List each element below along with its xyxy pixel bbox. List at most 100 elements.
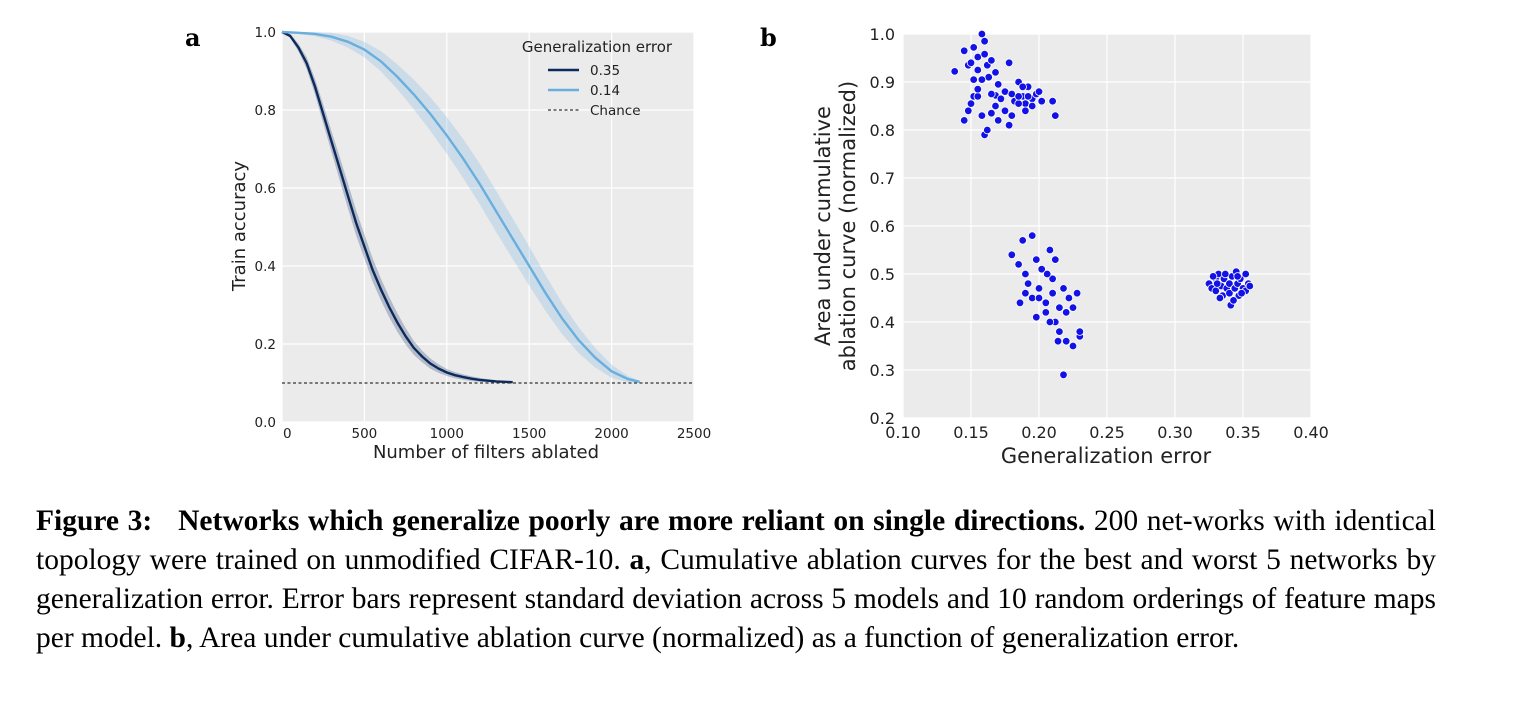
panel-a-x-tick: 1000: [430, 426, 464, 442]
scatter-point: [1005, 121, 1013, 129]
scatter-point: [988, 57, 996, 65]
scatter-point: [1022, 289, 1030, 297]
scatter-point: [1065, 294, 1073, 302]
scatter-point: [1035, 285, 1043, 293]
panel-b-y-axis-label-line1: Area under cumulative: [811, 106, 835, 346]
caption-text-3: , Area under cumulative ablation curve (…: [186, 622, 1239, 654]
scatter-point: [1016, 299, 1024, 307]
panel-b-x-tick: 0.25: [1089, 423, 1125, 442]
panel-b-scatter-chart: b 0.10 0.15 0.20 0.25 0.30 0.35 0.40 0.2 0.3 0.4…: [760, 23, 1329, 468]
scatter-point: [960, 117, 968, 125]
scatter-point: [994, 81, 1002, 89]
panel-b-y-tick: 0.9: [870, 73, 895, 92]
legend-label-0.14: 0.14: [590, 83, 620, 99]
legend-label-0.35: 0.35: [590, 63, 620, 79]
scatter-point: [970, 44, 978, 52]
scatter-point: [1062, 337, 1070, 345]
scatter-point: [1222, 270, 1230, 278]
scatter-point: [992, 69, 1000, 77]
scatter-point: [1060, 371, 1068, 379]
scatter-point: [1022, 107, 1030, 115]
scatter-point: [965, 107, 973, 115]
scatter-point: [960, 47, 968, 55]
scatter-point: [1230, 297, 1238, 305]
scatter-point: [1033, 313, 1041, 321]
panel-b-x-tick: 0.20: [1021, 423, 1057, 442]
scatter-point: [1069, 304, 1077, 312]
panel-b-y-tick-labels: 0.2 0.3 0.4 0.5 0.6 0.7 0.8 0.9 1.0: [870, 25, 895, 428]
scatter-point: [1213, 280, 1221, 288]
panel-b-letter: b: [760, 23, 777, 52]
scatter-point: [1069, 342, 1077, 350]
panel-a-y-tick: 0.0: [255, 415, 276, 431]
scatter-point: [1049, 289, 1057, 297]
scatter-point: [1028, 102, 1036, 110]
scatter-point: [1209, 273, 1217, 281]
caption-b-ref: b: [170, 622, 186, 654]
panel-b-y-tick: 0.2: [870, 409, 895, 428]
scatter-point: [974, 93, 982, 101]
panel-b-x-tick: 0.35: [1225, 423, 1261, 442]
panel-b-y-tick: 0.5: [870, 265, 895, 284]
scatter-point: [967, 59, 975, 67]
legend-label-chance: Chance: [590, 103, 641, 119]
panel-a-x-tick: 0: [283, 426, 292, 442]
panel-b-x-tick: 0.40: [1293, 423, 1329, 442]
scatter-point: [1049, 97, 1057, 105]
caption-title: Networks which generalize poorly are mor…: [178, 505, 1085, 537]
panel-a-line-chart: a 0 500 1000 1500 2000 2500 0.0 0.2 0.4 0.6 0.8 1.…: [185, 23, 711, 463]
scatter-point: [1076, 328, 1084, 336]
scatter-point: [974, 66, 982, 74]
panel-b-x-tick-labels: 0.10 0.15 0.20 0.25 0.30 0.35 0.40: [885, 423, 1329, 442]
scatter-point: [1024, 280, 1032, 288]
figure-canvas: a 0 500 1000 1500 2000 2500 0.0 0.2 0.4 0.6 0.8 1.…: [0, 0, 1513, 500]
scatter-point: [1043, 270, 1051, 278]
scatter-point: [1042, 299, 1050, 307]
scatter-point: [992, 102, 1000, 110]
panel-b-y-tick: 0.8: [870, 121, 895, 140]
panel-b-y-tick: 0.3: [870, 361, 895, 380]
panel-a-y-tick: 0.2: [255, 337, 276, 353]
scatter-point: [1234, 273, 1242, 281]
scatter-point: [1056, 304, 1064, 312]
panel-a-y-tick-labels: 0.0 0.2 0.4 0.6 0.8 1.0: [255, 25, 276, 431]
scatter-point: [1073, 289, 1081, 297]
caption-a-ref: a: [630, 544, 645, 576]
scatter-point: [1008, 112, 1016, 120]
scatter-point: [981, 50, 989, 58]
scatter-point: [1035, 88, 1043, 96]
panel-a-y-tick: 0.8: [255, 103, 276, 119]
panel-b-y-tick: 0.7: [870, 169, 895, 188]
scatter-point: [1052, 112, 1060, 120]
scatter-point: [984, 126, 992, 134]
panel-b-y-tick: 0.4: [870, 313, 895, 332]
scatter-point: [1033, 256, 1041, 264]
scatter-point: [1056, 328, 1064, 336]
scatter-point: [981, 37, 989, 45]
caption-label: Figure 3:: [36, 505, 152, 537]
scatter-point: [978, 112, 986, 120]
panel-a-x-axis-label: Number of filters ablated: [373, 442, 599, 463]
scatter-point: [1052, 256, 1060, 264]
scatter-point: [988, 90, 996, 98]
scatter-point: [1015, 261, 1023, 269]
scatter-point: [951, 68, 959, 76]
scatter-point: [1242, 270, 1250, 278]
scatter-point: [1060, 285, 1068, 293]
scatter-point: [1022, 270, 1030, 278]
scatter-point: [1024, 93, 1032, 101]
scatter-point: [970, 76, 978, 84]
panel-a-y-tick: 0.6: [255, 181, 276, 197]
panel-b-x-axis-label: Generalization error: [1001, 444, 1212, 468]
panel-b-x-tick: 0.30: [1157, 423, 1193, 442]
panel-a-x-tick: 500: [352, 426, 378, 442]
panel-b-y-tick: 1.0: [870, 25, 895, 44]
panel-a-x-tick: 1500: [512, 426, 546, 442]
scatter-point: [1042, 309, 1050, 317]
scatter-point: [1216, 294, 1224, 302]
panel-a-x-tick: 2000: [594, 426, 628, 442]
scatter-point: [1015, 93, 1023, 101]
scatter-point: [1035, 294, 1043, 302]
scatter-point: [1001, 107, 1009, 115]
panel-a-x-tick: 2500: [677, 426, 711, 442]
